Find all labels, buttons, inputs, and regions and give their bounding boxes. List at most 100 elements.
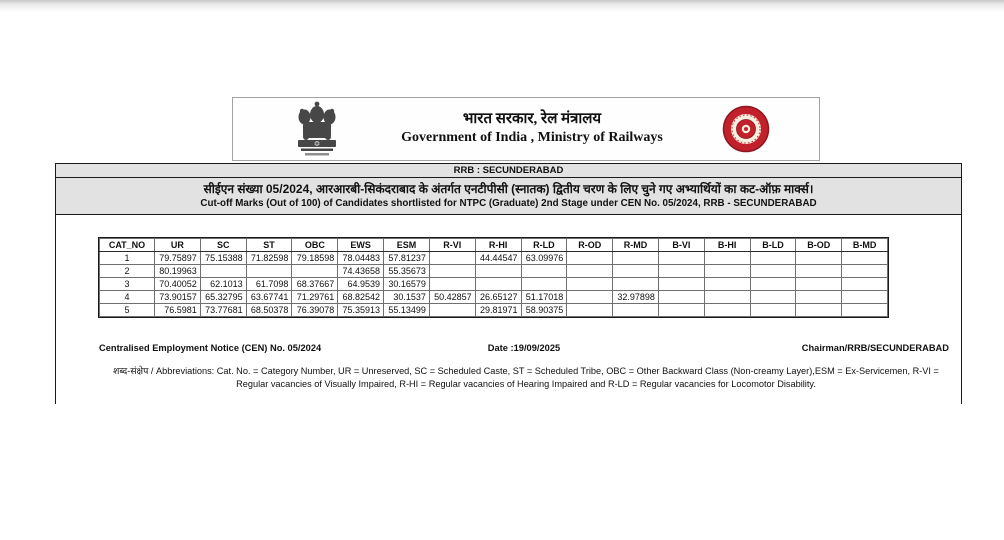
table-cell: 4: [99, 290, 155, 304]
table-cell: [841, 290, 888, 304]
table-cell: [749, 290, 797, 304]
table-cell: 70.40052: [154, 277, 201, 291]
table-cell: [657, 303, 705, 317]
table-cell: 75.35913: [337, 303, 385, 317]
cutoff-table-wrapper: CAT_NO UR SC ST OBC EWS ESM R-VI R-HI R-LD R-OD R-M…: [98, 237, 889, 318]
table-cell: [749, 303, 797, 317]
table-cell: 2: [99, 264, 155, 278]
table-cell: [703, 264, 751, 278]
table-cell: 3: [99, 277, 155, 291]
table-cell: [566, 251, 614, 265]
table-cell: [612, 264, 659, 278]
table-cell: 51.17018: [520, 290, 568, 304]
table-cell: [703, 277, 751, 291]
table-cell: [474, 264, 522, 278]
table-cell: [612, 251, 659, 265]
table-cell: [474, 277, 522, 291]
table-row: 5 76.5981 73.77681 68.50378 76.39078 75.35913…: [99, 303, 888, 317]
table-row: 3 70.40052 62.1013 61.7098 68.37667 64.9539 30…: [99, 277, 888, 291]
notice-title-bar: सीईएन संख्या 05/2024, आरआरबी-सिकंदराबाद …: [56, 178, 961, 215]
table-cell: [841, 277, 888, 291]
notice-box: RRB : SECUNDERABAD सीईएन संख्या 05/2024,…: [55, 163, 962, 404]
column-header: B-VI: [657, 238, 705, 252]
table-cell: [612, 303, 659, 317]
table-cell: [795, 290, 843, 304]
table-cell: [520, 264, 568, 278]
table-cell: [428, 303, 476, 317]
letterhead-titles: भारत सरकार, रेल मंत्रालय Government of I…: [343, 110, 721, 149]
table-cell: [245, 264, 293, 278]
column-header: B-OD: [795, 238, 843, 252]
column-header: R-LD: [520, 238, 568, 252]
table-cell: 71.29761: [291, 290, 339, 304]
cutoff-marks-table: CAT_NO UR SC ST OBC EWS ESM R-VI R-HI R-LD R-OD R-M…: [99, 238, 888, 317]
table-cell: [703, 290, 751, 304]
table-cell: [795, 264, 843, 278]
cutoff-table-body: 1 79.75897 75.15388 71.82598 79.18598 78.0448…: [99, 251, 888, 317]
table-cell: 64.9539: [337, 277, 385, 291]
table-cell: 76.5981: [154, 303, 201, 317]
table-cell: [703, 303, 751, 317]
table-cell: 73.77681: [199, 303, 247, 317]
table-row: 1 79.75897 75.15388 71.82598 79.18598 78.0448…: [99, 251, 888, 265]
table-cell: 80.19963: [154, 264, 201, 278]
table-cell: [566, 290, 614, 304]
table-cell: [749, 251, 797, 265]
column-header: CAT_NO: [99, 238, 155, 252]
table-cell: [566, 264, 614, 278]
column-header: R-OD: [566, 238, 614, 252]
table-cell: [612, 277, 659, 291]
table-cell: [795, 251, 843, 265]
table-cell: 78.04483: [337, 251, 385, 265]
table-cell: [703, 251, 751, 265]
table-cell: [199, 264, 247, 278]
table-cell: 68.82542: [337, 290, 385, 304]
notice-title-english: Cut-off Marks (Out of 100) of Candidates…: [200, 198, 817, 209]
notice-content: CAT_NO UR SC ST OBC EWS ESM R-VI R-HI R-LD R-OD R-M…: [56, 215, 961, 404]
table-cell: 55.35673: [383, 264, 430, 278]
table-cell: 76.39078: [291, 303, 339, 317]
column-header: SC: [199, 238, 247, 252]
table-cell: [795, 277, 843, 291]
table-cell: 50.42857: [428, 290, 476, 304]
table-cell: 79.18598: [291, 251, 339, 265]
table-cell: [428, 264, 476, 278]
column-header: B-MD: [841, 238, 888, 252]
notice-date: Date :19/09/2025: [487, 343, 561, 353]
table-cell: [657, 251, 705, 265]
table-cell: [795, 303, 843, 317]
table-cell: 1: [99, 251, 155, 265]
column-header: R-HI: [474, 238, 522, 252]
table-row: 2 80.19963 74.43658 55.35673: [99, 264, 888, 278]
table-cell: [841, 251, 888, 265]
table-cell: 44.44547: [474, 251, 522, 265]
table-cell: [841, 303, 888, 317]
table-cell: 32.97898: [612, 290, 659, 304]
table-cell: 30.1537: [383, 290, 430, 304]
table-cell: 61.7098: [245, 277, 293, 291]
table-cell: 73.90157: [154, 290, 201, 304]
indian-national-emblem-icon: [291, 100, 343, 158]
cen-notice-label: Centralised Employment Notice (CEN) No. …: [99, 343, 322, 353]
letterhead-box: भारत सरकार, रेल मंत्रालय Government of I…: [232, 97, 820, 161]
table-row: 4 73.90157 65.32795 63.67741 71.29761 68.8254…: [99, 290, 888, 304]
column-header: ESM: [383, 238, 430, 252]
table-cell: 79.75897: [154, 251, 201, 265]
notice-title-hindi: सीईएन संख्या 05/2024, आरआरबी-सिकंदराबाद …: [203, 182, 814, 196]
table-cell: 63.09976: [520, 251, 568, 265]
table-cell: [749, 277, 797, 291]
table-cell: [566, 277, 614, 291]
table-cell: [520, 277, 568, 291]
column-header: R-VI: [428, 238, 476, 252]
table-cell: [428, 277, 476, 291]
indian-railways-logo-icon: [721, 104, 771, 154]
table-cell: 55.13499: [383, 303, 430, 317]
table-cell: 74.43658: [337, 264, 385, 278]
footer-line: Centralised Employment Notice (CEN) No. …: [99, 343, 949, 353]
column-header: OBC: [291, 238, 339, 252]
table-cell: 63.67741: [245, 290, 293, 304]
ministry-title-english: Government of India , Ministry of Railwa…: [401, 129, 663, 145]
table-cell: [841, 264, 888, 278]
column-header: R-MD: [612, 238, 659, 252]
table-cell: 58.90375: [520, 303, 568, 317]
